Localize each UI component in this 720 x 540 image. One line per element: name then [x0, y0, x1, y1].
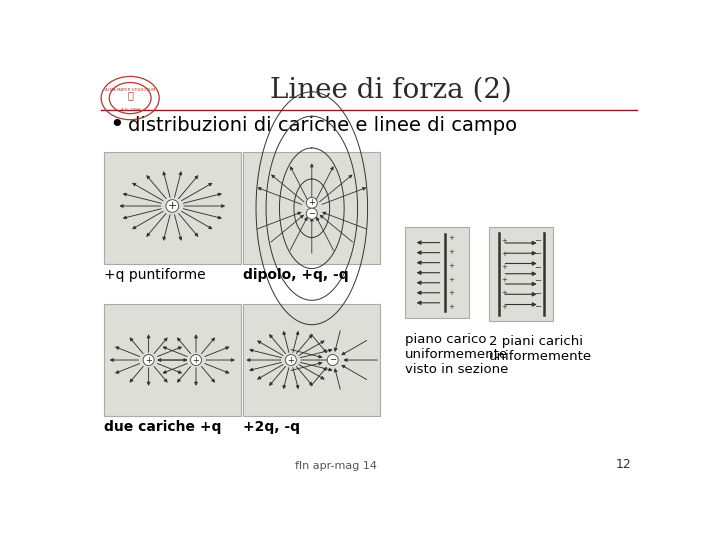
Text: ALMA MATER STUDIORUM: ALMA MATER STUDIORUM [105, 88, 156, 92]
Bar [489, 227, 553, 321]
Text: −: − [534, 262, 541, 272]
Text: +: + [501, 291, 507, 296]
Text: +q puntiforme: +q puntiforme [104, 268, 206, 282]
Text: −: − [534, 249, 541, 259]
Text: +: + [448, 304, 454, 310]
Text: +: + [448, 276, 454, 282]
Text: due cariche +q: due cariche +q [104, 420, 221, 434]
Bar [405, 227, 469, 319]
Text: +: + [501, 278, 507, 284]
Text: •: • [109, 113, 125, 137]
Text: +: + [308, 198, 315, 207]
Text: ⛪: ⛪ [127, 90, 133, 100]
Bar [243, 152, 380, 265]
Text: 2 piani carichi
uniformemente: 2 piani carichi uniformemente [489, 335, 592, 363]
Text: −: − [534, 289, 541, 298]
Text: piano carico
uniformemente
visto in sezione: piano carico uniformemente visto in sezi… [405, 333, 508, 376]
Text: +: + [501, 238, 507, 244]
Text: +: + [287, 355, 294, 364]
Text: +2q, -q: +2q, -q [243, 420, 300, 434]
Text: dipolo, +q, -q: dipolo, +q, -q [243, 268, 349, 282]
Text: distribuzioni di cariche e linee di campo: distribuzioni di cariche e linee di camp… [128, 116, 517, 134]
Text: +: + [448, 263, 454, 269]
Bar [104, 152, 240, 265]
Text: +: + [448, 235, 454, 241]
Text: Linee di forza (2): Linee di forza (2) [271, 76, 512, 103]
Text: −: − [534, 302, 541, 311]
Text: +: + [448, 249, 454, 255]
Text: −: − [534, 237, 541, 245]
Text: −: − [308, 209, 315, 218]
Text: +: + [448, 291, 454, 296]
Text: +: + [192, 355, 199, 364]
Text: A.D. 1088: A.D. 1088 [120, 108, 140, 112]
Text: −: − [329, 355, 336, 364]
Text: −: − [534, 276, 541, 285]
Text: +: + [501, 264, 507, 270]
Text: fln apr-mag 14: fln apr-mag 14 [294, 462, 377, 471]
Text: +: + [168, 201, 177, 211]
Bar [104, 304, 240, 416]
Text: 12: 12 [616, 458, 631, 471]
Bar [243, 304, 380, 416]
Text: +: + [145, 355, 152, 364]
Text: +: + [501, 251, 507, 257]
Text: +: + [501, 303, 507, 309]
